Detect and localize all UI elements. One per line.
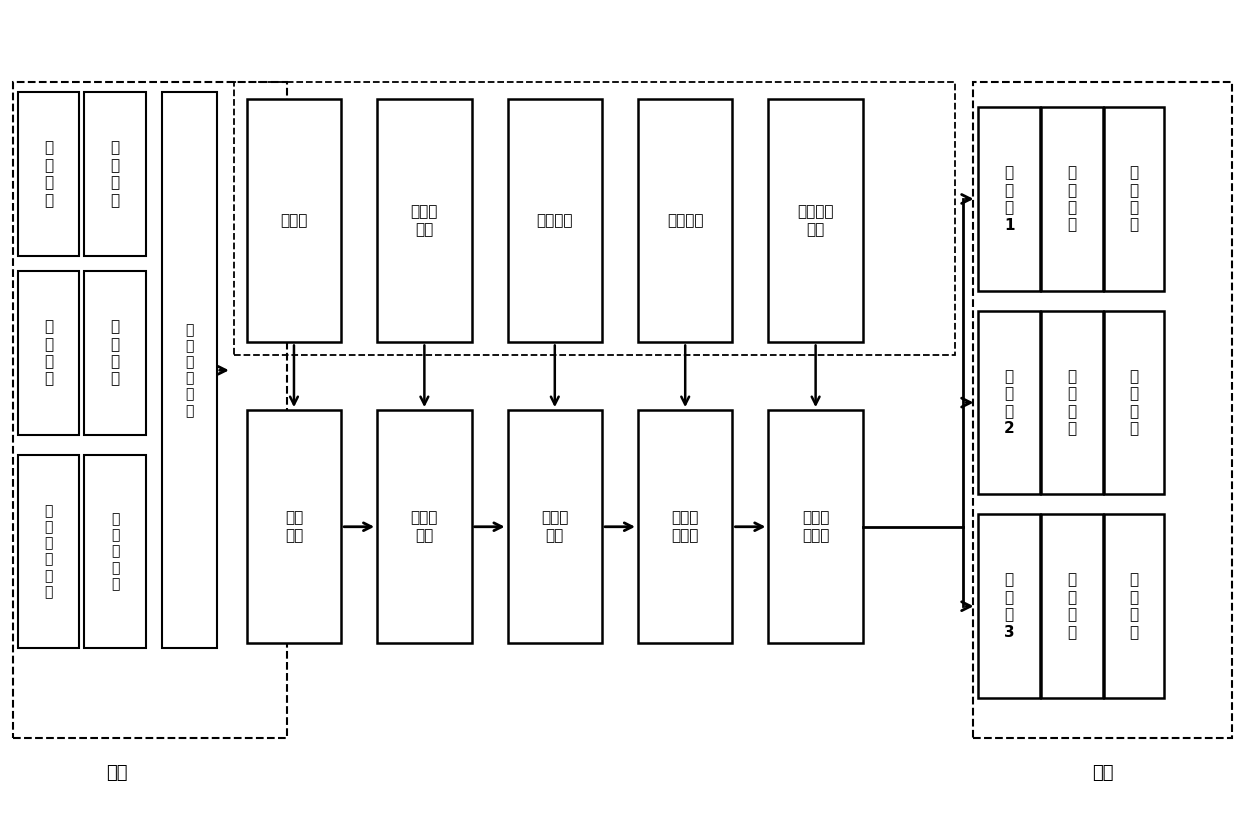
Text: 施
工
标
准: 施 工 标 准: [43, 140, 53, 208]
Text: 仓面轨
迹优化: 仓面轨 迹优化: [672, 510, 699, 543]
Bar: [84, 92, 146, 256]
Bar: [637, 99, 733, 343]
Text: 机群任
务划分: 机群任 务划分: [802, 510, 830, 543]
Bar: [507, 99, 603, 343]
Text: 作
业
轨
迹: 作 业 轨 迹: [1068, 573, 1076, 640]
Text: 仓
面
几
何
尺
寸: 仓 面 几 何 尺 寸: [45, 504, 53, 599]
Text: 输入: 输入: [105, 764, 128, 782]
Bar: [17, 271, 79, 435]
Text: 资
源
配
置: 资 源 配 置: [43, 320, 53, 387]
Bar: [1042, 515, 1102, 698]
Bar: [769, 99, 863, 343]
Bar: [377, 99, 471, 343]
Text: 时间成本
函数: 时间成本 函数: [797, 205, 833, 237]
Bar: [17, 92, 79, 256]
Text: 优化算法: 优化算法: [667, 213, 703, 228]
Bar: [978, 310, 1040, 495]
Text: 子区域
连通: 子区域 连通: [541, 510, 568, 543]
Bar: [978, 107, 1040, 290]
Text: 作
业
轨
迹: 作 业 轨 迹: [1068, 165, 1076, 232]
Text: 牛耕法: 牛耕法: [280, 213, 308, 228]
Text: 输出: 输出: [1092, 764, 1114, 782]
Bar: [769, 410, 863, 643]
Bar: [1104, 515, 1163, 698]
Bar: [1042, 310, 1102, 495]
Bar: [1104, 107, 1163, 290]
Text: 无
人
机
1: 无 人 机 1: [1004, 165, 1014, 232]
Bar: [84, 455, 146, 648]
Text: 进退错
距法: 进退错 距法: [410, 205, 438, 237]
Text: 施
工
参
数: 施 工 参 数: [1130, 369, 1138, 437]
Text: 子区域
规划: 子区域 规划: [410, 510, 438, 543]
Bar: [973, 82, 1233, 738]
Text: 施
工
参
数: 施 工 参 数: [1130, 573, 1138, 640]
Bar: [978, 515, 1040, 698]
Bar: [233, 82, 956, 355]
Bar: [247, 99, 341, 343]
Bar: [1104, 310, 1163, 495]
Text: 施
工
参
数: 施 工 参 数: [1130, 165, 1138, 232]
Bar: [507, 410, 603, 643]
Bar: [247, 410, 341, 643]
Bar: [1042, 107, 1102, 290]
Bar: [84, 271, 146, 435]
Bar: [12, 82, 286, 738]
Text: 功
能
安
全: 功 能 安 全: [110, 320, 120, 387]
Text: 无
人
机
3: 无 人 机 3: [1004, 573, 1014, 640]
Text: 可视图法: 可视图法: [537, 213, 573, 228]
Text: 障
碍
物
信
息: 障 碍 物 信 息: [112, 512, 119, 591]
Text: 仓面
拆分: 仓面 拆分: [285, 510, 303, 543]
Bar: [162, 92, 217, 648]
Text: 仓
面
施
工
信
息: 仓 面 施 工 信 息: [185, 323, 193, 417]
Text: 施
工
工
艺: 施 工 工 艺: [110, 140, 120, 208]
Bar: [17, 455, 79, 648]
Bar: [637, 410, 733, 643]
Text: 无
人
机
2: 无 人 机 2: [1004, 369, 1014, 437]
Text: 作
业
轨
迹: 作 业 轨 迹: [1068, 369, 1076, 437]
Bar: [377, 410, 471, 643]
